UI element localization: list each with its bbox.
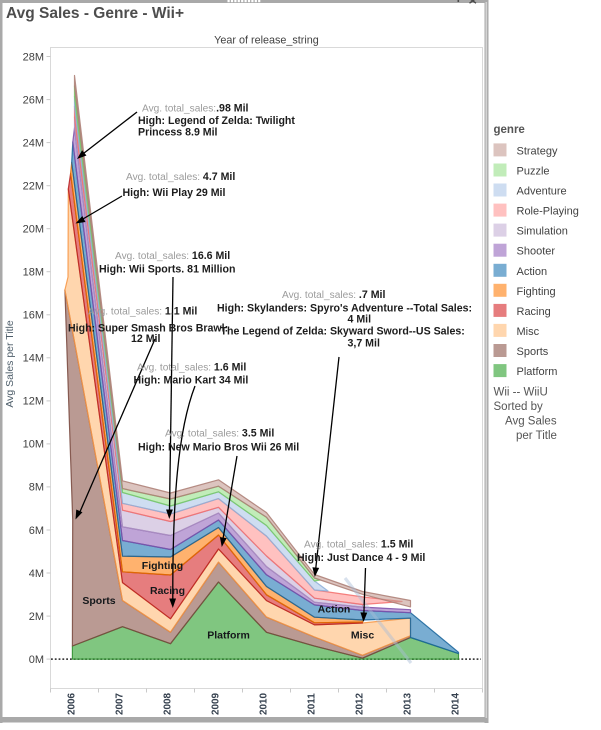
svg-text:The Legend of Zelda: Skyward S: The Legend of Zelda: Skyward Sword--US S… xyxy=(221,326,465,338)
svg-text:Platform: Platform xyxy=(517,366,558,378)
svg-text:2006: 2006 xyxy=(67,693,78,715)
svg-text:Adventure: Adventure xyxy=(517,186,567,198)
svg-text:per Title: per Title xyxy=(516,430,557,442)
svg-text:Avg. total_sales: 1.1 Mil: Avg. total_sales: 1.1 Mil xyxy=(88,306,197,318)
svg-text:Wii -- WiiU: Wii -- WiiU xyxy=(494,387,548,399)
svg-text:Strategy: Strategy xyxy=(517,145,558,157)
svg-text:Simulation: Simulation xyxy=(517,226,568,238)
svg-text:Avg Sales - Genre - Wii+: Avg Sales - Genre - Wii+ xyxy=(6,5,184,22)
svg-text:2M: 2M xyxy=(29,611,44,623)
svg-text:4M: 4M xyxy=(29,568,44,580)
svg-text:Avg. total_sales: 16.6 Mil: Avg. total_sales: 16.6 Mil xyxy=(115,250,230,262)
svg-text:Fighting: Fighting xyxy=(142,560,183,572)
svg-text:High: Wii Sports. 81 Million: High: Wii Sports. 81 Million xyxy=(99,264,235,276)
svg-text:High: New Mario Bros Wii 26 Mi: High: New Mario Bros Wii 26 Mil xyxy=(138,442,299,454)
svg-text:High: Super Smash Bros Brawl:: High: Super Smash Bros Brawl: xyxy=(68,323,228,335)
svg-text:2007: 2007 xyxy=(115,693,126,715)
svg-text:3,7 Mil: 3,7 Mil xyxy=(348,338,380,350)
svg-text:2012: 2012 xyxy=(355,693,366,715)
svg-text:High: Just Dance 4 - 9 Mil: High: Just Dance 4 - 9 Mil xyxy=(297,552,425,564)
svg-text:High: Mario Kart 34 Mil: High: Mario Kart 34 Mil xyxy=(134,375,249,387)
svg-text:Puzzle: Puzzle xyxy=(517,166,550,178)
svg-text:2011: 2011 xyxy=(307,693,318,715)
svg-text:18M: 18M xyxy=(23,267,44,279)
svg-text:12 Mil: 12 Mil xyxy=(131,333,160,345)
svg-text:High: Skylanders: Spyro's Adve: High: Skylanders: Spyro's Adventure --To… xyxy=(217,303,472,315)
svg-text:Racing: Racing xyxy=(517,306,551,318)
svg-text:Misc: Misc xyxy=(351,630,375,642)
svg-text:22M: 22M xyxy=(23,181,44,193)
svg-text:genre: genre xyxy=(494,124,525,136)
svg-text:High: Legend of Zelda: Twiligh: High: Legend of Zelda: Twilight xyxy=(138,115,295,127)
svg-text:High: Wii Play 29 Mil: High: Wii Play 29 Mil xyxy=(123,187,226,199)
svg-text:Racing: Racing xyxy=(150,585,185,597)
svg-text:2008: 2008 xyxy=(163,693,174,715)
svg-text:Avg. total_sales: 1.5 Mil: Avg. total_sales: 1.5 Mil xyxy=(304,539,413,551)
svg-text:6M: 6M xyxy=(29,525,44,537)
svg-text:2013: 2013 xyxy=(403,693,414,715)
svg-text:Fighting: Fighting xyxy=(517,286,556,298)
svg-text:Avg Sales per Title: Avg Sales per Title xyxy=(4,320,16,408)
svg-text:24M: 24M xyxy=(23,137,44,149)
svg-text:8M: 8M xyxy=(29,482,44,494)
svg-text:Action: Action xyxy=(517,266,548,278)
svg-text:Sports: Sports xyxy=(517,346,549,358)
svg-text:4 Mil: 4 Mil xyxy=(348,314,372,326)
svg-text:Sports: Sports xyxy=(82,595,115,607)
svg-text:2010: 2010 xyxy=(259,693,270,715)
svg-text:Platform: Platform xyxy=(207,630,250,642)
svg-text:Avg. total_sales: .7 Mil: Avg. total_sales: .7 Mil xyxy=(282,289,385,301)
svg-text:12M: 12M xyxy=(23,396,44,408)
svg-text:0M: 0M xyxy=(29,654,44,666)
svg-text:20M: 20M xyxy=(23,224,44,236)
svg-text:Misc: Misc xyxy=(517,326,540,338)
svg-text:Action: Action xyxy=(318,604,351,616)
svg-text:Avg. total_sales:.98 Mil: Avg. total_sales:.98 Mil xyxy=(142,103,249,115)
svg-text:Avg. total_sales: 3.5 Mil: Avg. total_sales: 3.5 Mil xyxy=(165,428,274,440)
svg-text:Shooter: Shooter xyxy=(517,246,556,258)
svg-text:Avg. total_sales: 1.6 Mil: Avg. total_sales: 1.6 Mil xyxy=(137,362,246,374)
svg-text:Princess 8.9 Mil: Princess 8.9 Mil xyxy=(138,127,218,139)
svg-text:Avg. total_sales: 4.7 Mil: Avg. total_sales: 4.7 Mil xyxy=(126,171,235,183)
svg-text:Sorted by: Sorted by xyxy=(494,401,543,413)
svg-text:26M: 26M xyxy=(23,94,44,106)
svg-text:Avg Sales: Avg Sales xyxy=(505,416,557,428)
svg-text:10M: 10M xyxy=(23,439,44,451)
svg-text:2009: 2009 xyxy=(211,693,222,715)
svg-text:Role-Playing: Role-Playing xyxy=(517,206,579,218)
svg-text:28M: 28M xyxy=(23,51,44,63)
svg-text:16M: 16M xyxy=(23,310,44,322)
svg-text:2014: 2014 xyxy=(451,693,462,715)
svg-text:Year of release_string: Year of release_string xyxy=(214,35,319,47)
svg-text:14M: 14M xyxy=(23,353,44,365)
